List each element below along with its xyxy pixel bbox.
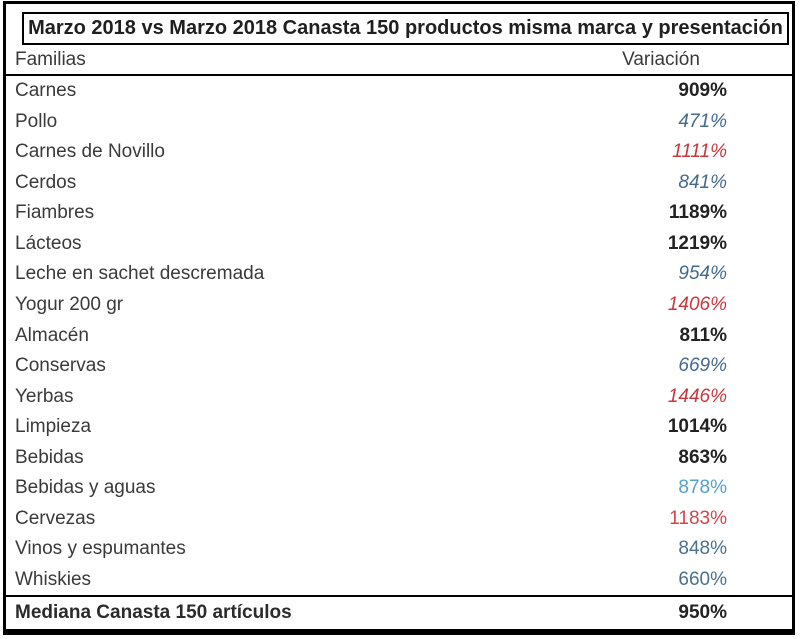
table-frame: Marzo 2018 vs Marzo 2018 Canasta 150 pro… xyxy=(3,1,795,635)
table-row: Almacén 811% xyxy=(6,320,792,351)
family-name-cell: Whiskies xyxy=(15,568,92,590)
family-name-cell: Almacén xyxy=(15,324,89,346)
table-row: Yogur 200 gr 1406% xyxy=(6,290,792,321)
family-name-cell: Fiambres xyxy=(15,202,95,224)
table-row: Cerdos 841% xyxy=(6,168,792,199)
table-row: Vinos y espumantes 848% xyxy=(6,534,792,565)
table-header-row: Familias Variación xyxy=(6,45,792,76)
family-name-cell: Carnes xyxy=(15,80,77,102)
table-row: Lácteos 1219% xyxy=(6,229,792,260)
table-title: Marzo 2018 vs Marzo 2018 Canasta 150 pro… xyxy=(22,12,789,45)
table-row: Leche en sachet descremada 954% xyxy=(6,259,792,290)
variation-value-cell: 1406% xyxy=(667,293,727,315)
footer-variation-value: 950% xyxy=(678,602,727,623)
table-row: Bebidas 863% xyxy=(6,442,792,473)
family-name-cell: Cerdos xyxy=(15,171,77,193)
variation-value-cell: 954% xyxy=(678,263,727,285)
footer-row: Mediana Canasta 150 artículos 950% xyxy=(6,595,792,629)
family-name-cell: Cervezas xyxy=(15,507,96,529)
table-row: Limpieza 1014% xyxy=(6,412,792,443)
family-name-cell: Lácteos xyxy=(15,232,82,254)
table-row: Carnes 909% xyxy=(6,76,792,107)
family-name-cell: Yogur 200 gr xyxy=(15,293,124,315)
variation-value-cell: 1183% xyxy=(669,507,727,529)
table-row: Pollo 471% xyxy=(6,107,792,138)
variation-value-cell: 841% xyxy=(678,171,727,193)
variation-value-cell: 1219% xyxy=(667,232,727,254)
variation-value-cell: 471% xyxy=(678,110,727,132)
family-name-cell: Bebidas xyxy=(15,446,84,468)
variation-value-cell: 863% xyxy=(678,446,727,468)
table-row: Bebidas y aguas 878% xyxy=(6,473,792,504)
table-body: Carnes 909% Pollo 471% Carnes de Novillo… xyxy=(6,76,792,595)
variation-value-cell: 909% xyxy=(678,80,727,102)
table-row: Conservas 669% xyxy=(6,351,792,382)
column-header-variacion: Variación xyxy=(622,48,700,70)
family-name-cell: Leche en sachet descremada xyxy=(15,263,265,285)
variation-value-cell: 848% xyxy=(678,538,727,560)
variation-value-cell: 1446% xyxy=(667,385,727,407)
family-name-cell: Yerbas xyxy=(15,385,74,407)
variation-value-cell: 1014% xyxy=(667,416,727,438)
variation-value-cell: 1189% xyxy=(668,202,727,224)
variation-value-cell: 1111% xyxy=(672,141,727,163)
family-name-cell: Carnes de Novillo xyxy=(15,141,165,163)
table-row: Cervezas 1183% xyxy=(6,503,792,534)
family-name-cell: Limpieza xyxy=(15,416,92,438)
table-row: Yerbas 1446% xyxy=(6,381,792,412)
variation-value-cell: 660% xyxy=(678,568,727,590)
family-name-cell: Pollo xyxy=(15,110,58,132)
variation-value-cell: 878% xyxy=(678,477,727,499)
table-row: Whiskies 660% xyxy=(6,565,792,596)
family-name-cell: Vinos y espumantes xyxy=(15,538,186,560)
column-header-familias: Familias xyxy=(15,48,86,70)
variation-value-cell: 669% xyxy=(678,355,727,377)
table-row: Carnes de Novillo 1111% xyxy=(6,137,792,168)
family-name-cell: Conservas xyxy=(15,355,106,377)
table-row: Fiambres 1189% xyxy=(6,198,792,229)
family-name-cell: Bebidas y aguas xyxy=(15,477,156,499)
footer-label: Mediana Canasta 150 artículos xyxy=(15,602,292,623)
variation-value-cell: 811% xyxy=(679,324,727,346)
